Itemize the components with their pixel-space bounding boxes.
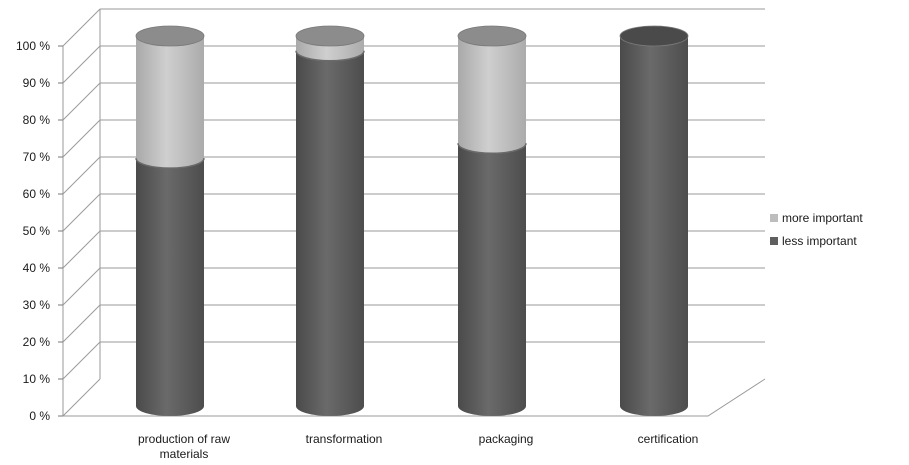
y-tick-label: 0 % bbox=[29, 409, 50, 423]
bar-less-important bbox=[296, 50, 364, 417]
legend-swatch bbox=[770, 237, 778, 245]
gridline-diagonal bbox=[62, 341, 101, 380]
bar-less-important bbox=[458, 143, 526, 417]
x-category-label: packaging bbox=[479, 432, 534, 446]
gridline-diagonal bbox=[62, 230, 101, 269]
cylinder-top-cap bbox=[295, 25, 365, 47]
gridline-diagonal bbox=[62, 8, 101, 47]
y-tick-label: 20 % bbox=[23, 335, 51, 349]
legend: more important less important bbox=[770, 211, 863, 248]
bar-more-important bbox=[136, 36, 204, 169]
bar-less-important bbox=[136, 158, 204, 416]
cylinder-top-cap bbox=[457, 25, 527, 47]
gridline-diagonal bbox=[62, 193, 101, 232]
legend-label: more important bbox=[782, 211, 863, 225]
segment-boundary bbox=[295, 50, 365, 62]
bar-more-important bbox=[296, 36, 364, 61]
y-tick-label: 10 % bbox=[23, 372, 51, 386]
legend-swatch bbox=[770, 214, 778, 222]
y-tick-label: 50 % bbox=[23, 224, 51, 238]
y-tick-label: 80 % bbox=[23, 113, 51, 127]
gridline-diagonal bbox=[62, 119, 101, 158]
x-category-label: certification bbox=[638, 432, 699, 446]
cylinder-top-cap bbox=[619, 25, 689, 47]
x-category-label: production of raw bbox=[138, 432, 230, 446]
segment-boundary bbox=[457, 143, 527, 155]
y-tick-label: 90 % bbox=[23, 76, 51, 90]
y-tick-label: 60 % bbox=[23, 187, 51, 201]
gridline-diagonal bbox=[62, 267, 101, 306]
gridline-diagonal bbox=[62, 304, 101, 343]
gridline-diagonal bbox=[62, 45, 101, 84]
y-axis-ticks: 0 % 10 % 20 % 30 % 40 % 50 % 60 % 70 % 80 % 90 % 1… bbox=[16, 39, 63, 423]
x-category-label: transformation bbox=[306, 432, 383, 446]
y-tick-label: 70 % bbox=[23, 150, 51, 164]
bar-more-important bbox=[458, 36, 526, 154]
gridline-diagonal bbox=[62, 378, 101, 417]
cylinder-top-cap bbox=[135, 25, 205, 47]
segment-boundary bbox=[135, 157, 205, 169]
cylinders bbox=[135, 25, 689, 417]
x-category-label: materials bbox=[160, 447, 209, 461]
y-tick-label: 40 % bbox=[23, 261, 51, 275]
gridline-diagonal bbox=[62, 156, 101, 195]
bar-less-important bbox=[620, 36, 688, 416]
y-tick-label: 100 % bbox=[16, 39, 50, 53]
floor-edge bbox=[63, 378, 766, 417]
gridline-diagonal bbox=[62, 82, 101, 121]
y-tick-label: 30 % bbox=[23, 298, 51, 312]
legend-label: less important bbox=[782, 234, 857, 248]
